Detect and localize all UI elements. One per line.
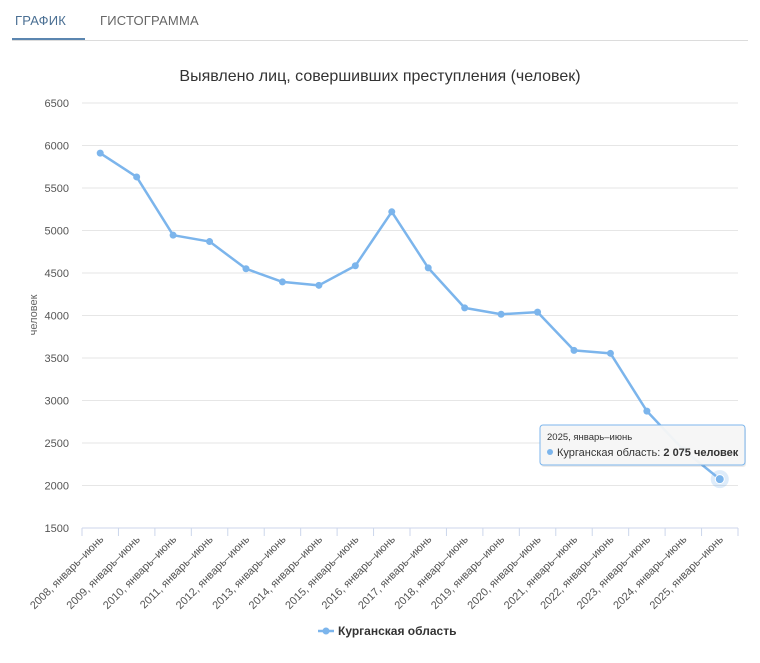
y-tick-label: 3500 [45, 353, 69, 365]
x-tick-label: 2025, январь–июнь [648, 533, 726, 611]
y-tick-label: 1500 [45, 523, 69, 535]
y-tick-label: 6500 [45, 98, 69, 110]
y-tick-label: 2000 [45, 481, 69, 493]
tab-chart[interactable]: ГРАФИК [15, 13, 67, 28]
data-point[interactable] [169, 231, 177, 239]
series-layer [96, 149, 729, 489]
data-point[interactable] [388, 208, 396, 216]
data-point[interactable] [242, 265, 250, 273]
legend-marker [322, 627, 330, 635]
data-point[interactable] [714, 474, 725, 485]
y-tick-label: 4500 [45, 268, 69, 280]
y-tick-label: 6000 [45, 141, 69, 153]
chart-tabs: ГРАФИК ГИСТОГРАММА [12, 0, 748, 41]
tooltip-header: 2025, январь–июнь [547, 432, 632, 443]
y-tick-label: 5500 [45, 183, 69, 195]
data-point[interactable] [133, 173, 141, 181]
data-point[interactable] [534, 308, 542, 316]
y-tick-label: 4000 [45, 311, 69, 323]
tooltip-value: Курганская область: 2 075 человек [557, 447, 739, 459]
y-axis-ticks: 1500 2000 2500 3000 3500 4000 4500 5000 5500 6000… [45, 98, 69, 535]
data-point[interactable] [351, 262, 359, 270]
data-point[interactable] [461, 304, 469, 312]
y-axis-label: человек [28, 294, 40, 335]
data-point[interactable] [206, 238, 214, 246]
legend-label[interactable]: Курганская область [338, 624, 456, 638]
legend[interactable]: Курганская область [318, 624, 456, 638]
data-point[interactable] [643, 407, 651, 415]
tooltip-marker [547, 449, 553, 455]
tooltip-box [539, 424, 746, 466]
data-point[interactable] [424, 264, 432, 272]
data-point[interactable] [570, 346, 578, 354]
tab-histogram[interactable]: ГИСТОГРАММА [100, 13, 199, 28]
data-point[interactable] [315, 281, 323, 289]
y-tick-label: 2500 [45, 438, 69, 450]
active-tab-indicator [12, 38, 85, 40]
data-point[interactable] [497, 310, 505, 318]
tooltip: 2025, январь–июнь Курганская область: 2 0… [539, 424, 746, 467]
y-tick-label: 3000 [45, 396, 69, 408]
data-point[interactable] [606, 349, 614, 357]
series-line [99, 152, 721, 481]
data-point[interactable] [96, 149, 104, 157]
chart-title: Выявлено лиц, совершивших преступления (… [179, 68, 580, 85]
y-tick-label: 5000 [45, 226, 69, 238]
data-point[interactable] [278, 278, 286, 286]
